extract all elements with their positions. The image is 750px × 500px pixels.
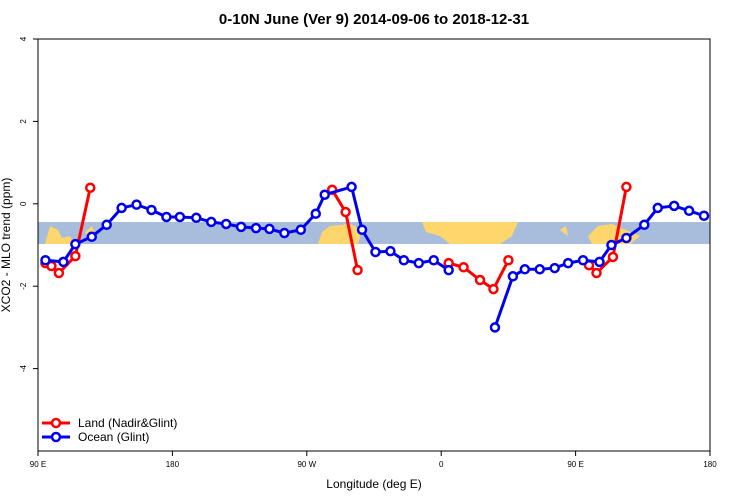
point [131, 199, 142, 210]
point [220, 218, 232, 230]
y-tick-label: -4 [19, 364, 28, 372]
point [698, 210, 710, 221]
point [577, 254, 589, 266]
point [279, 227, 290, 239]
point [607, 251, 619, 263]
x-tick-label: 180 [703, 460, 717, 469]
point [489, 322, 501, 333]
point [591, 267, 602, 279]
point [310, 208, 322, 219]
point [116, 202, 127, 214]
point [191, 212, 202, 224]
point [40, 254, 51, 266]
y-tick-label: 0 [19, 201, 28, 206]
y-tick-label: 4 [19, 36, 28, 41]
legend-label: Land (Nadir&Glint) [78, 416, 177, 430]
point [606, 239, 617, 251]
point [346, 181, 357, 193]
point [507, 271, 519, 282]
point [443, 264, 454, 276]
point [428, 254, 439, 266]
point [413, 257, 425, 269]
y-axis-label: XCO2 - MLO trend (ppm) [0, 178, 13, 313]
point [488, 283, 499, 295]
point [503, 254, 514, 266]
y-tick-label: -2 [19, 282, 28, 290]
point [70, 238, 81, 250]
chart-title: 0-10N June (Ver 9) 2014-09-06 to 2018-12… [219, 11, 529, 28]
point [621, 232, 632, 244]
point [146, 204, 157, 216]
point [85, 182, 96, 193]
point [639, 219, 650, 231]
point [235, 221, 247, 233]
x-tick-label: 0 [439, 460, 444, 469]
legend-label: Ocean (Glint) [78, 430, 149, 444]
point [356, 224, 368, 236]
point [319, 189, 330, 200]
point [352, 264, 363, 276]
point [458, 261, 469, 273]
point [86, 231, 98, 243]
point [683, 205, 695, 217]
point [205, 216, 217, 228]
point [250, 222, 262, 234]
x-tick-label: 180 [166, 460, 180, 469]
point [652, 202, 663, 214]
x-tick-label: 90 E [30, 460, 46, 469]
point [58, 256, 69, 268]
x-axis-label: Longitude (deg E) [326, 477, 421, 491]
point [370, 246, 381, 258]
point [340, 206, 351, 218]
point [295, 224, 307, 236]
point [264, 223, 275, 235]
point [474, 274, 486, 286]
x-tick-label: 90 W [297, 460, 316, 469]
point [668, 200, 680, 212]
point [398, 254, 410, 266]
point [70, 250, 81, 262]
point [53, 267, 65, 279]
point [519, 264, 531, 275]
point [562, 257, 574, 269]
legend-marker [50, 431, 62, 443]
point [594, 256, 605, 268]
point [534, 264, 546, 275]
point [161, 211, 172, 223]
x-tick-label: 90 E [567, 460, 583, 469]
point [174, 211, 186, 223]
map-strip [38, 222, 710, 244]
legend-marker [50, 417, 62, 429]
plot-frame [37, 38, 711, 452]
y-tick-label: 2 [19, 119, 28, 124]
point [621, 181, 632, 193]
point [385, 245, 396, 257]
point [549, 262, 560, 274]
point [101, 219, 112, 231]
